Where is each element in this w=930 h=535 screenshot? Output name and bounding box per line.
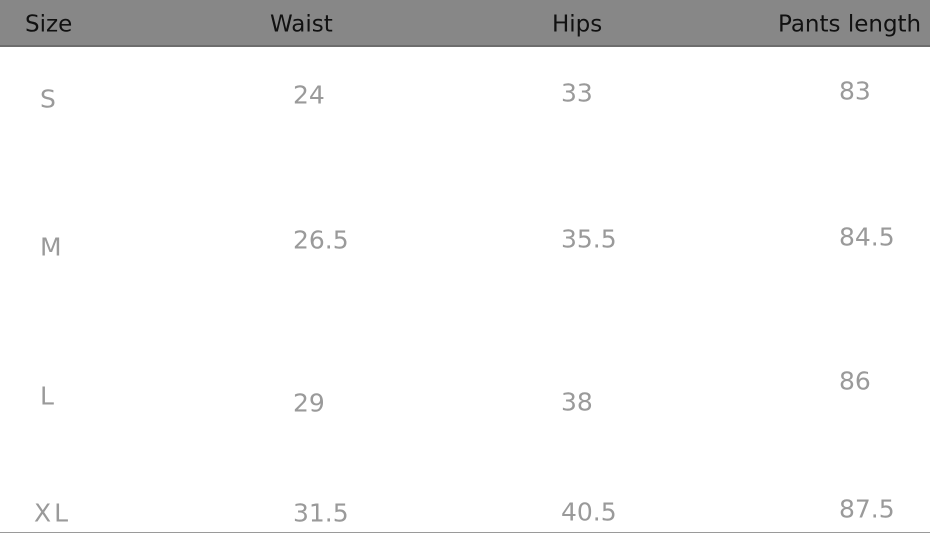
- measure-cell: 29: [293, 388, 325, 418]
- measure-cell: 33: [561, 78, 593, 108]
- measure-cell: 26.5: [293, 225, 349, 255]
- measure-cell: 83: [839, 76, 871, 106]
- measure-cell: 24: [293, 80, 325, 110]
- measure-cell: 84.5: [839, 222, 895, 252]
- header-cell: Hips: [552, 11, 603, 38]
- measure-cell: 35.5: [561, 224, 617, 254]
- measure-cell: 40.5: [561, 497, 617, 527]
- measure-cell: 38: [561, 387, 593, 417]
- measure-cell: 86: [839, 366, 871, 396]
- measure-cell: 87.5: [839, 494, 895, 524]
- size-cell: L: [40, 381, 57, 411]
- size-cell: S: [40, 84, 59, 114]
- bottom-rule: [0, 532, 930, 533]
- header-cell: Pants length: [778, 11, 922, 38]
- size-cell: XL: [34, 498, 72, 528]
- measure-cell: 31.5: [293, 498, 349, 528]
- size-cell: M: [40, 232, 65, 262]
- header-cell: Waist: [270, 11, 333, 38]
- header-cell: Size: [25, 11, 73, 38]
- header-band: [0, 0, 930, 47]
